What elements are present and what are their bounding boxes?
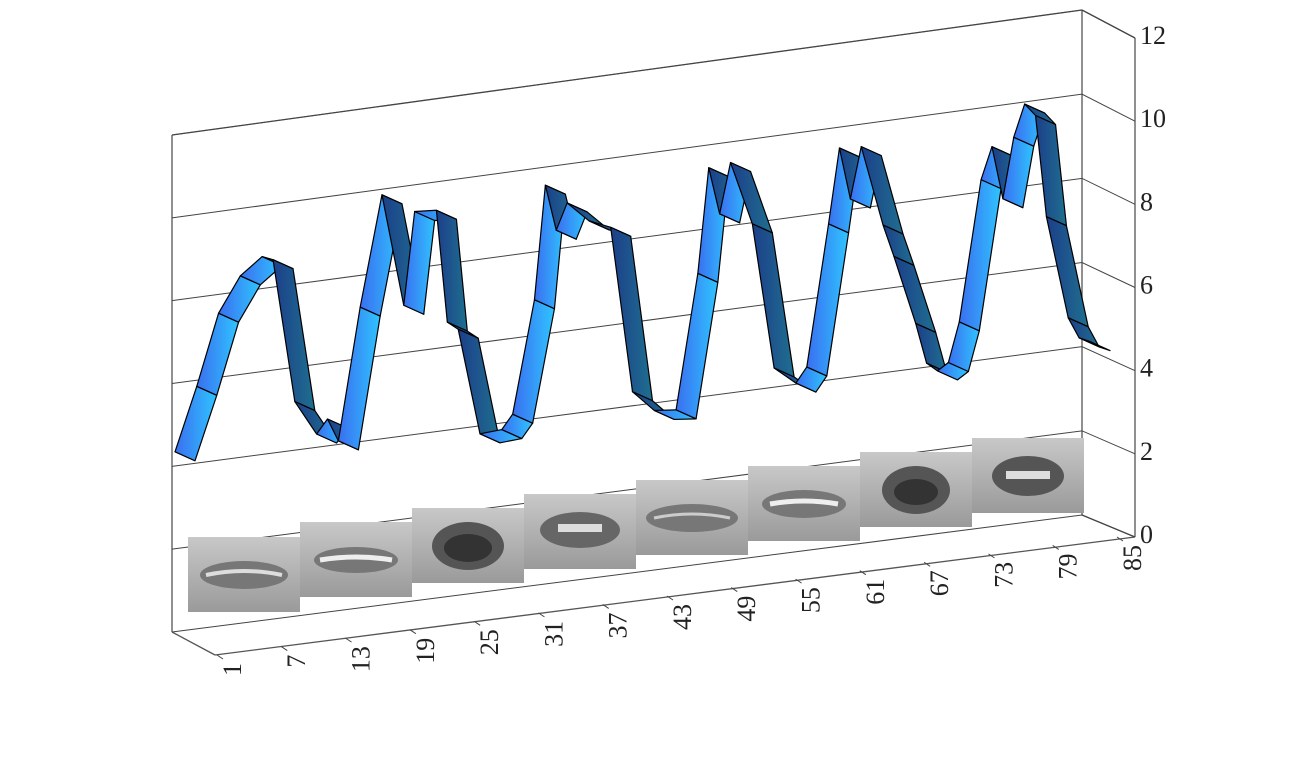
- ribbon-face: [513, 300, 555, 423]
- x-tick-label: 7: [282, 655, 311, 668]
- ribbon-face: [338, 307, 380, 450]
- x-tick: [346, 638, 352, 642]
- ribbon: [175, 104, 1110, 461]
- ribbon-face: [458, 329, 500, 443]
- ribbon-face: [197, 313, 239, 395]
- ribbon-face: [219, 276, 261, 322]
- x-tick-label: 1: [218, 663, 247, 676]
- y-tick-label: 2: [1140, 437, 1153, 466]
- y-tick-label: 6: [1140, 270, 1153, 299]
- ribbon-face: [959, 180, 1001, 331]
- ribbon-face: [175, 386, 217, 460]
- x-tick-label: 25: [475, 629, 504, 655]
- grid-line: [172, 263, 1135, 384]
- y-tick-label: 4: [1140, 354, 1153, 383]
- x-tick: [217, 655, 223, 659]
- page: 0246810121713192531374349556167737985 ((…: [0, 0, 1292, 770]
- x-tick-label: 37: [604, 612, 633, 638]
- y-tick-label: 10: [1140, 104, 1166, 133]
- y-tick-label: 12: [1140, 21, 1166, 50]
- x-tick-label: 43: [668, 604, 697, 630]
- x-tick-label: 61: [861, 579, 890, 605]
- x-tick: [281, 647, 287, 651]
- x-tick-label: 73: [989, 562, 1018, 588]
- ribbon-face: [436, 210, 467, 331]
- x-tick-label: 79: [1054, 553, 1083, 579]
- x-tick: [410, 630, 416, 634]
- y-tick-label: 0: [1140, 520, 1153, 549]
- x-tick-label: 67: [925, 570, 954, 596]
- x-tick-label: 19: [411, 638, 440, 664]
- x-tick-label: 85: [1118, 545, 1147, 571]
- ribbon-face: [676, 273, 718, 419]
- chart: 0 2 4 6 8 10 12 1 7 13 19 25 31 37 43 49 55 61 67 73 79 85: [0, 0, 1292, 765]
- ribbon-face: [807, 224, 849, 376]
- x-tick-label: 55: [797, 587, 826, 613]
- ribbon-face: [752, 224, 794, 377]
- x-tick-label: 49: [732, 596, 761, 622]
- grid-line: [172, 10, 1135, 135]
- y-tick-label: 8: [1140, 187, 1153, 216]
- ribbon-face: [611, 227, 653, 400]
- ribbon-face: [1036, 116, 1067, 226]
- x-tick-label: 13: [347, 646, 376, 672]
- x-tick-label: 31: [539, 621, 568, 647]
